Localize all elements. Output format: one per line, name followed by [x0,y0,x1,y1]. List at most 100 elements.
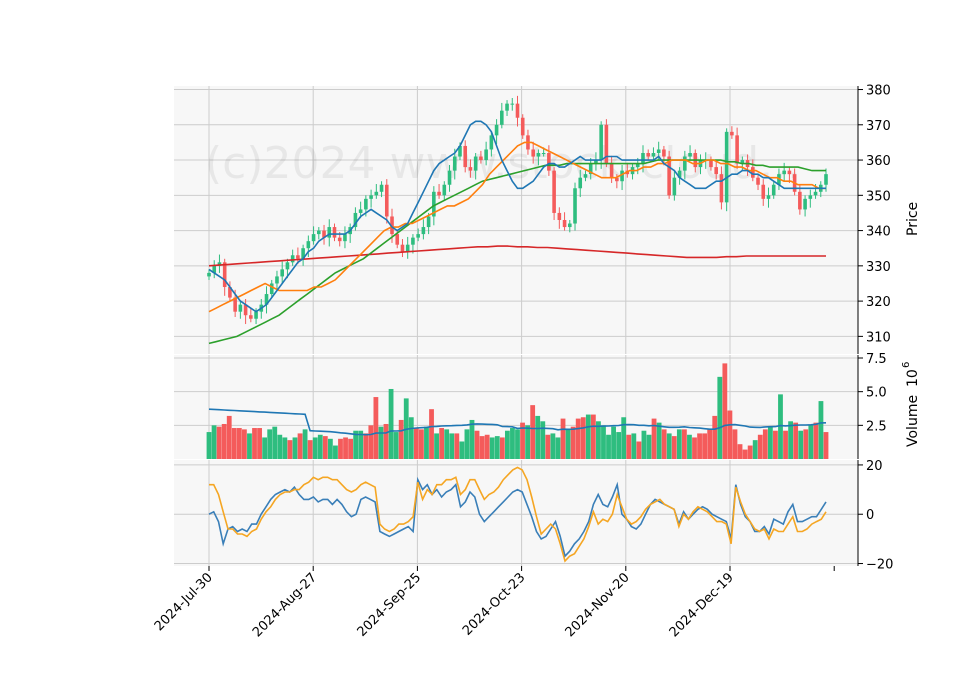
volume-bar [434,433,439,459]
candle-body [547,153,551,171]
volume-bar [252,428,257,459]
oscillator-series [208,466,827,563]
candle-body [411,237,415,245]
volume-bar [545,434,551,459]
volume-bar [570,426,576,459]
volume-axis-exponent: 6 [901,362,912,368]
candle-body [421,227,426,235]
volume-bar [429,409,434,459]
candle-body [803,198,807,210]
volume-bar [651,418,657,459]
candle-body [766,195,771,199]
volume-bar [717,376,723,459]
volume-axis-label: Volume [905,395,921,447]
volume-bar [687,434,692,459]
candle-body [285,262,290,270]
volume-bar [788,421,793,459]
volume-bar [555,437,561,459]
panel-bg-0 [174,86,858,354]
candle-body [656,149,661,153]
volume-bar [641,430,647,459]
candle-body [588,163,593,175]
candle-body [500,110,504,125]
candle-body [416,234,420,238]
candle-body [536,153,541,157]
candle-body [364,198,368,210]
candle-body [484,149,488,161]
volume-bar [221,423,227,459]
volume-bar [601,425,606,459]
candle-body [222,262,227,287]
candle-body [662,149,666,157]
x-tick-label: 2024-Oct-23 [460,570,528,638]
volume-bar [757,434,763,459]
volume-bar [216,426,222,459]
volume-bar [247,433,252,459]
candle-body [343,234,347,242]
candle-body [264,294,269,305]
volume-bar [479,436,485,459]
candle-body [782,170,786,175]
candle-body [494,124,499,136]
candle-body [583,174,588,178]
price-tick-label: 380 [866,84,891,99]
volume-bar [333,445,338,459]
volume-bar [712,415,718,459]
candle-body [594,160,598,164]
candle-body [714,167,718,175]
candle-body [254,311,258,319]
x-tick-label: 2024-Dec-19 [667,570,737,640]
candle-body [599,124,603,161]
volume-bar [646,434,652,459]
candle-body [369,195,373,199]
candle-body [212,265,217,273]
candle-body [358,209,363,213]
volume-bar [727,410,733,459]
volume-ma-line [208,408,827,436]
candle-body [468,167,473,171]
volume-bar [383,423,389,459]
candle-body [317,230,321,235]
volume-bar [277,434,283,459]
volume-bar [484,434,490,459]
volume-bar [631,433,637,459]
volume-bar [257,428,262,459]
volume-bar [510,428,515,459]
candle-body [395,234,400,245]
candle-body [458,145,462,157]
candle-body [390,216,394,235]
volume-bar [373,397,379,459]
candle-body [332,227,337,238]
candle-body [641,153,645,164]
candle-body [740,160,745,164]
candle-body [322,230,326,238]
volume-bar [469,419,475,459]
candle-body [787,170,792,175]
volume-bar [267,429,273,459]
volume-bar [287,440,293,459]
volume-bar [242,429,247,459]
candle-body [473,156,478,171]
volume-bar [348,438,354,459]
volume-bar [722,363,728,459]
volume-bar [671,436,677,459]
ma200-line [208,245,826,267]
candle-body [824,174,828,185]
volume-bar [358,430,364,459]
candle-body [672,177,677,196]
candle-body [405,244,410,252]
volume-tick-label: 7.5 [866,352,887,367]
candle-body [463,145,468,168]
volume-bar [317,434,323,459]
candle-body [688,153,692,157]
candle-body [750,167,755,178]
volume-bar [439,428,445,459]
volume-bar [504,430,510,459]
candle-body [207,272,211,277]
candle-body [269,283,274,295]
candle-body [437,191,441,196]
volume-bar [783,430,788,459]
volume-bar [327,438,333,459]
volume-bar [444,429,450,459]
